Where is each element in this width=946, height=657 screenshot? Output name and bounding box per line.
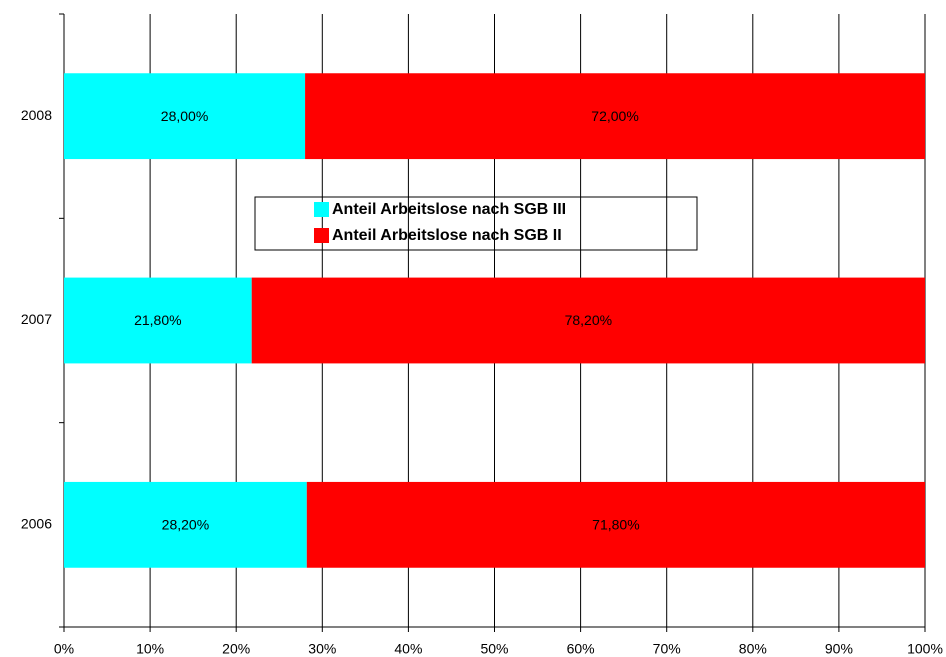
x-tick-label: 20% [222, 641, 250, 657]
bar-segment [305, 73, 926, 160]
bar-segment [64, 73, 306, 160]
bar-segment [306, 481, 925, 568]
y-tick-label: 2008 [21, 107, 52, 123]
value-label: 21,80% [134, 312, 181, 328]
x-tick-label: 0% [54, 641, 74, 657]
x-tick-label: 80% [739, 641, 767, 657]
x-tick-label: 70% [653, 641, 681, 657]
bar-segment [251, 277, 925, 364]
bar-segment [64, 277, 252, 364]
value-label: 72,00% [591, 108, 638, 124]
x-tick-label: 30% [308, 641, 336, 657]
x-tick-label: 100% [907, 641, 943, 657]
x-tick-label: 50% [480, 641, 508, 657]
value-label: 71,80% [592, 517, 639, 533]
legend-swatch [314, 202, 329, 217]
x-tick-label: 10% [136, 641, 164, 657]
x-tick-label: 60% [567, 641, 595, 657]
legend-label: Anteil Arbeitslose nach SGB III [332, 201, 566, 218]
legend-swatch [314, 228, 329, 243]
legend-label: Anteil Arbeitslose nach SGB II [332, 227, 562, 244]
value-label: 28,20% [162, 517, 209, 533]
x-tick-label: 90% [825, 641, 853, 657]
y-tick-label: 2007 [21, 311, 52, 327]
y-tick-label: 2006 [21, 516, 52, 532]
bar-segment [64, 481, 307, 568]
value-label: 28,00% [161, 108, 208, 124]
value-label: 78,20% [565, 312, 612, 328]
x-tick-label: 40% [394, 641, 422, 657]
